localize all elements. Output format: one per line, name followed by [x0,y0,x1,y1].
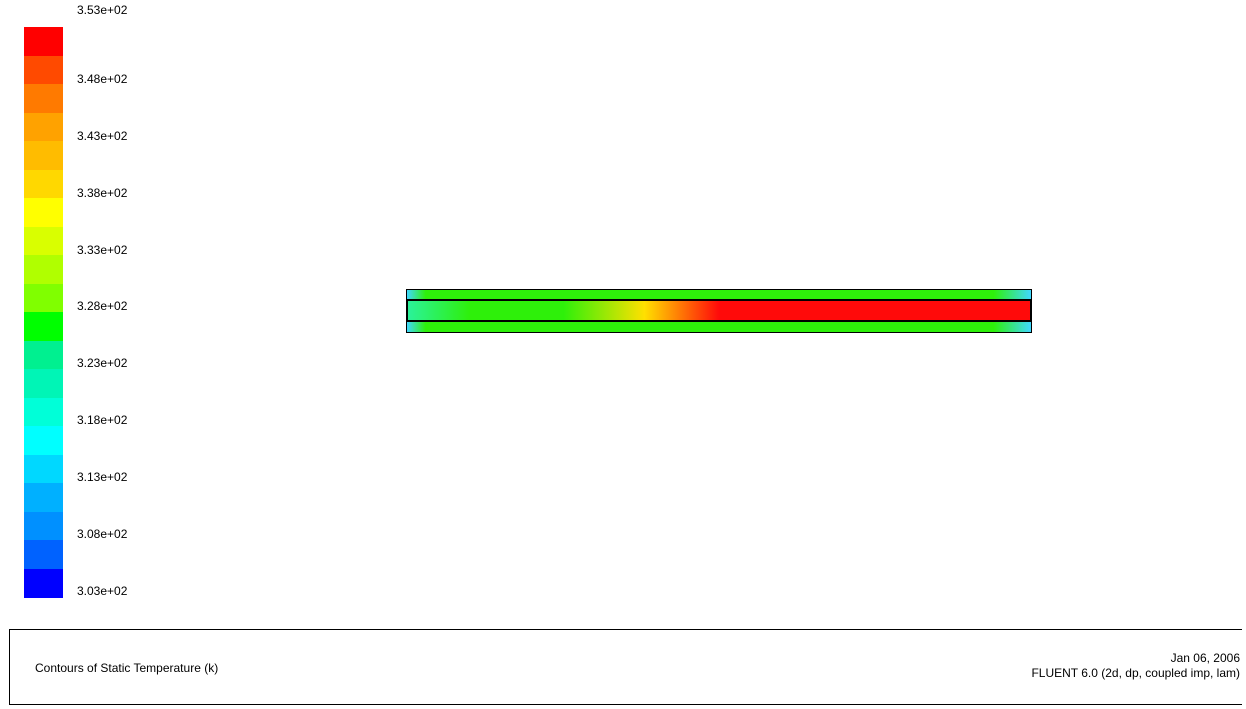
plot-date: Jan 06, 2006 [1170,651,1240,665]
colorbar-swatch [24,55,63,85]
colorbar-swatch [24,27,63,56]
channel-core-region [406,299,1032,322]
colorbar-label: 3.38e+02 [77,186,128,200]
colorbar-swatch [24,255,63,284]
colorbar-label: 3.53e+02 [77,3,128,17]
colorbar-swatch [24,112,63,142]
plot-title: Contours of Static Temperature (k) [35,661,219,675]
colorbar-label: 3.08e+02 [77,527,128,541]
colorbar-swatch [24,426,63,455]
colorbar-swatch [24,340,63,370]
colorbar-label: 3.03e+02 [77,584,128,598]
colorbar-label: 3.33e+02 [77,243,128,257]
colorbar-swatch [24,483,63,512]
plot-info: Jan 06, 2006 FLUENT 6.0 (2d, dp, coupled… [1031,651,1240,681]
colormap-legend: 3.53e+02 3.48e+02 3.43e+02 3.38e+02 3.33… [0,0,240,610]
colorbar-swatch [24,312,63,341]
colorbar-swatch [24,454,63,484]
colorbar-swatch [24,226,63,256]
colorbar-label: 3.13e+02 [77,470,128,484]
colorbar-swatch [24,84,63,113]
colorbar-swatch [24,198,63,227]
colorbar-label: 3.23e+02 [77,356,128,370]
solver-info: FLUENT 6.0 (2d, dp, coupled imp, lam) [1031,666,1240,680]
colorbar-label: 3.48e+02 [77,72,128,86]
contour-plot [406,289,1032,335]
colorbar-swatch [24,169,63,199]
colorbar-swatch [24,568,63,598]
lower-wall-region [406,321,1032,333]
colorbar-swatch [24,397,63,427]
colorbar-swatch [24,141,63,170]
colorbar-label: 3.28e+02 [77,299,128,313]
colorbar-label: 3.18e+02 [77,413,128,427]
colorbar-swatch [24,369,63,398]
colorbar-swatch [24,511,63,541]
colorbar [24,27,63,598]
colorbar-label: 3.43e+02 [77,129,128,143]
plot-footer: Contours of Static Temperature (k) Jan 0… [9,629,1242,705]
colorbar-swatch [24,540,63,569]
colorbar-swatch [24,283,63,313]
